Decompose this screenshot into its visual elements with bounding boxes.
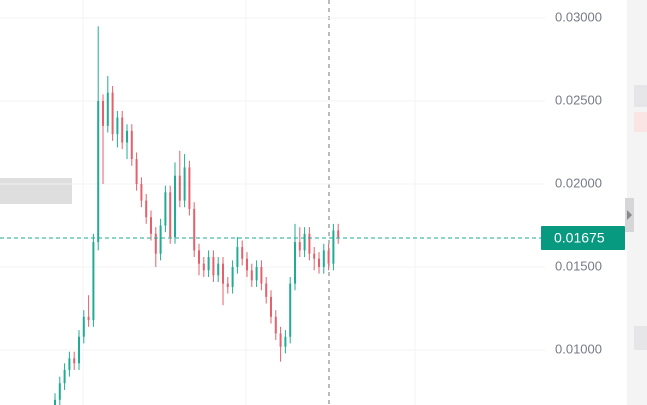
candle-body: [198, 250, 200, 264]
candle-body: [116, 117, 119, 135]
candle-body: [130, 130, 133, 160]
side-item[interactable]: [634, 85, 647, 107]
vertical-grid: [82, 0, 416, 405]
candle-body: [270, 296, 272, 317]
candle-body: [255, 267, 258, 281]
candle-body: [217, 263, 220, 276]
price-axis: 0.01000 0.01500 0.02000 0.02500 0.03000 0.016…: [0, 9, 625, 356]
candle-body: [337, 230, 340, 238]
candle-body: [231, 267, 234, 287]
candle-body: [274, 316, 277, 334]
candle-body: [102, 100, 104, 126]
candle-body: [193, 208, 196, 251]
candle-body: [169, 192, 172, 238]
candle-body: [226, 283, 229, 287]
candle-body: [212, 257, 215, 276]
candle-body: [202, 263, 205, 271]
candle-body: [82, 316, 85, 337]
candle-body: [97, 100, 100, 243]
side-item[interactable]: [634, 112, 647, 132]
candle-body: [294, 242, 296, 284]
candle-body: [92, 242, 95, 321]
candle-body: [332, 230, 335, 264]
candle-body: [73, 358, 76, 364]
candle-body: [178, 175, 181, 201]
candle-body: [87, 316, 90, 321]
candle-body: [265, 283, 268, 297]
candle-body: [164, 192, 167, 226]
candle-body: [308, 233, 311, 254]
candle-body: [145, 200, 148, 218]
candle-body: [126, 130, 128, 143]
y-tick-label: 0.02500: [555, 92, 602, 107]
last-price-box: [541, 225, 625, 250]
candle-body: [111, 92, 114, 135]
candle-body: [318, 258, 320, 268]
candle-body: [289, 283, 292, 337]
candle-body: [236, 247, 239, 268]
candle-body: [222, 263, 224, 284]
candle-body: [140, 183, 143, 201]
candle-body: [154, 233, 157, 254]
candle-body: [303, 233, 306, 251]
candle-body: [284, 336, 287, 347]
candle-body: [68, 358, 71, 370]
candle-body: [63, 369, 66, 384]
y-tick-label: 0.02000: [555, 175, 602, 190]
candle-body: [150, 217, 152, 234]
candle-body: [174, 175, 176, 238]
candle-body: [106, 92, 109, 126]
candle-body: [298, 242, 301, 251]
candle-body: [260, 267, 263, 284]
candles: [54, 26, 340, 405]
y-tick-label: 0.01000: [555, 341, 602, 356]
candle-body: [121, 117, 124, 143]
collapse-arrow: [627, 210, 632, 220]
candle-body: [135, 159, 138, 184]
grid: [0, 17, 545, 351]
candle-body: [327, 250, 330, 264]
side-item[interactable]: [634, 326, 647, 350]
candle-body: [78, 336, 80, 364]
candle-body: [54, 399, 56, 405]
candle-body: [183, 167, 186, 201]
candle-body: [279, 333, 282, 347]
last-price-label: 0.01675: [554, 230, 605, 246]
candle-body: [246, 258, 248, 271]
candle-body: [188, 167, 191, 209]
candle-body: [322, 250, 325, 268]
candle-body: [207, 257, 210, 271]
candle-body: [58, 383, 61, 400]
candle-body: [250, 270, 253, 281]
candle-body: [159, 225, 162, 254]
candle-body: [241, 247, 244, 259]
candle-body: [313, 253, 316, 259]
y-tick-label: 0.01500: [555, 258, 602, 273]
y-tick-label: 0.03000: [555, 9, 602, 24]
overlay-box: [0, 178, 72, 204]
